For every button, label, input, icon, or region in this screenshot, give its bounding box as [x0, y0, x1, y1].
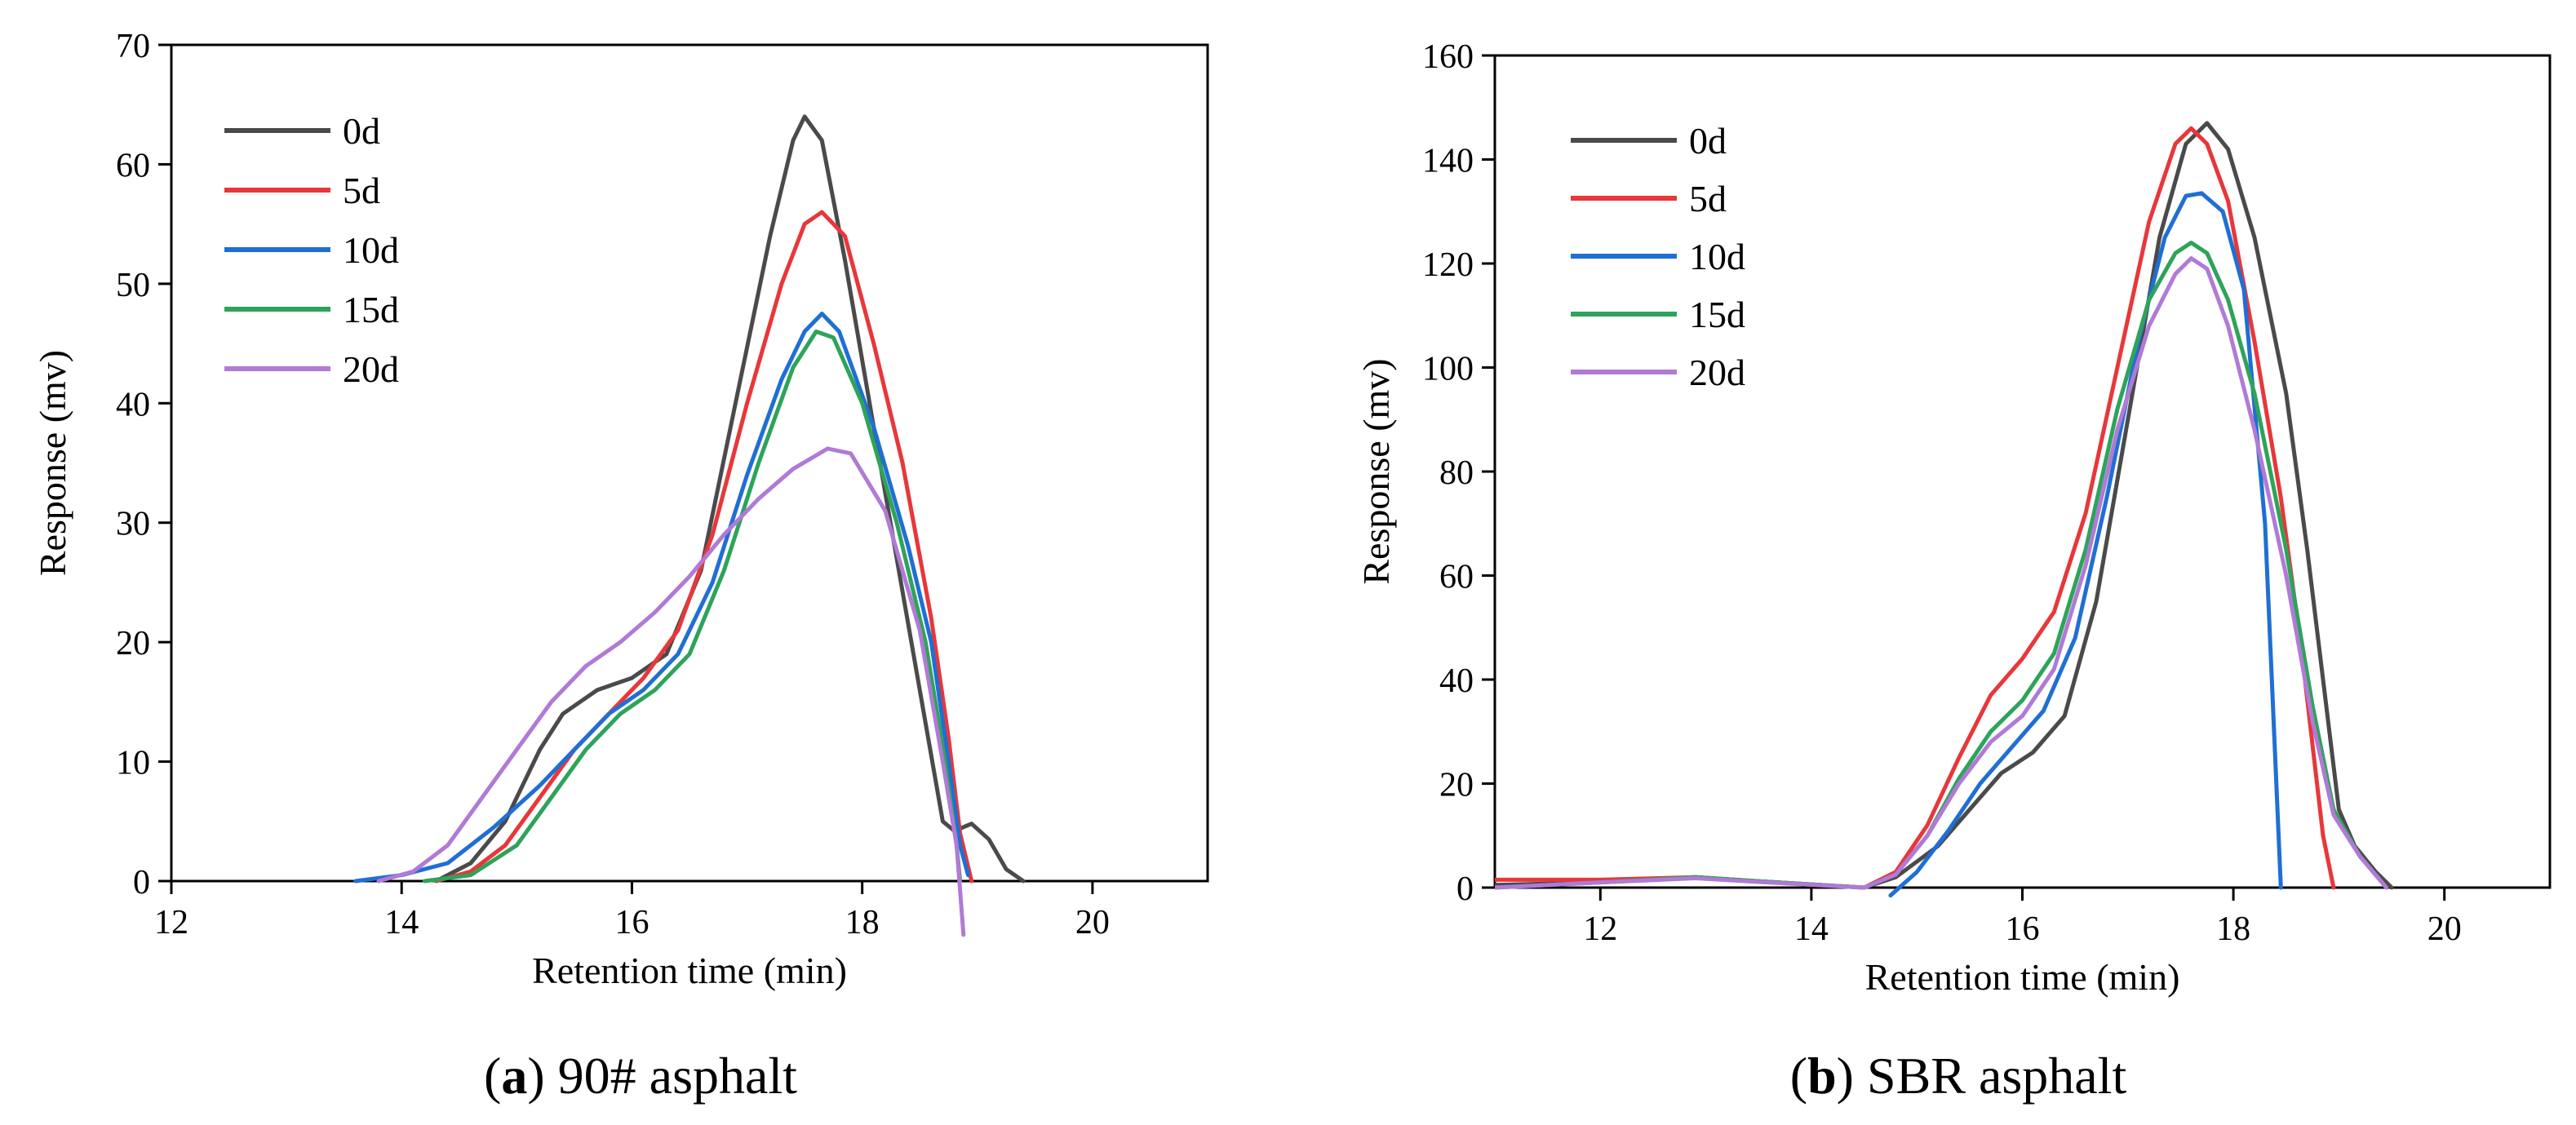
y-tick-label: 20 [116, 625, 150, 662]
y-tick-label: 80 [1439, 454, 1474, 492]
caption-b-label: b [1807, 1047, 1837, 1105]
x-axis-label: Retention time (min) [1865, 956, 2180, 998]
legend-label-5d: 5d [343, 170, 380, 211]
legend-label-20d: 20d [1689, 352, 1745, 393]
caption-b: (b) SBR asphalt [1790, 1047, 2127, 1105]
x-tick-label: 18 [845, 904, 880, 941]
caption-a-text: 90# asphalt [558, 1047, 798, 1105]
y-tick-label: 0 [1456, 870, 1474, 908]
y-tick-label: 30 [116, 506, 150, 543]
x-tick-label: 16 [614, 904, 649, 941]
legend-label-0d: 0d [343, 110, 380, 152]
legend-label-5d: 5d [1689, 178, 1727, 219]
series-line-10d [353, 312, 970, 884]
series-line-5d [434, 210, 974, 884]
y-tick-label: 100 [1422, 351, 1474, 388]
y-tick-label: 50 [116, 267, 150, 304]
x-tick-label: 16 [2006, 910, 2040, 948]
x-tick-label: 14 [1794, 910, 1829, 948]
x-tick-label: 20 [2427, 910, 2462, 948]
plot-frame-a [170, 43, 1209, 883]
x-tick-label: 12 [1583, 910, 1617, 948]
y-tick-label: 70 [116, 28, 150, 65]
y-tick-label: 120 [1422, 246, 1474, 284]
y-tick-label: 160 [1422, 38, 1474, 76]
series-line-15d [422, 329, 963, 884]
legend-label-10d: 10d [1689, 236, 1745, 277]
chart-panel-b: 12 14 16 18 20 0 20 40 60 80 100 120 140 160 Retention… [1355, 38, 2552, 998]
legend-label-20d: 20d [343, 348, 399, 390]
y-tick-label: 60 [116, 147, 150, 184]
y-tick-label: 40 [116, 386, 150, 423]
legend-label-15d: 15d [1689, 294, 1745, 335]
caption-b-text: SBR asphalt [1867, 1047, 2126, 1105]
series-line-20d [1495, 256, 2389, 890]
x-tick-label: 20 [1075, 904, 1110, 941]
y-tick-label: 140 [1422, 143, 1474, 180]
legend-label-15d: 15d [343, 289, 399, 330]
y-axis-label: Response (mv) [1355, 358, 1397, 584]
y-tick-label: 20 [1439, 767, 1474, 804]
y-axis-label: Response (mv) [32, 350, 73, 576]
y-tick-label: 40 [1439, 662, 1474, 700]
series-line-0d [1495, 121, 2394, 890]
plot-frame-b [1493, 54, 2552, 889]
x-tick-label: 12 [154, 904, 188, 941]
legend-label-0d: 0d [1689, 120, 1727, 162]
y-tick-label: 0 [133, 864, 150, 901]
y-tick-label: 10 [116, 745, 150, 782]
legend-label-10d: 10d [343, 229, 399, 271]
series-line-5d [1495, 126, 2336, 890]
x-axis-label: Retention time (min) [532, 950, 847, 991]
series-line-20d [376, 446, 966, 937]
caption-a-label: a [501, 1047, 527, 1105]
x-tick-label: 14 [384, 904, 419, 941]
chart-panel-a: 12 14 16 18 20 0 10 20 30 40 50 60 70 Retention time … [32, 28, 1209, 991]
x-tick-label: 18 [2216, 910, 2250, 948]
y-tick-label: 60 [1439, 559, 1474, 596]
series-line-0d [434, 114, 1026, 884]
caption-a: (a) 90# asphalt [484, 1047, 797, 1105]
